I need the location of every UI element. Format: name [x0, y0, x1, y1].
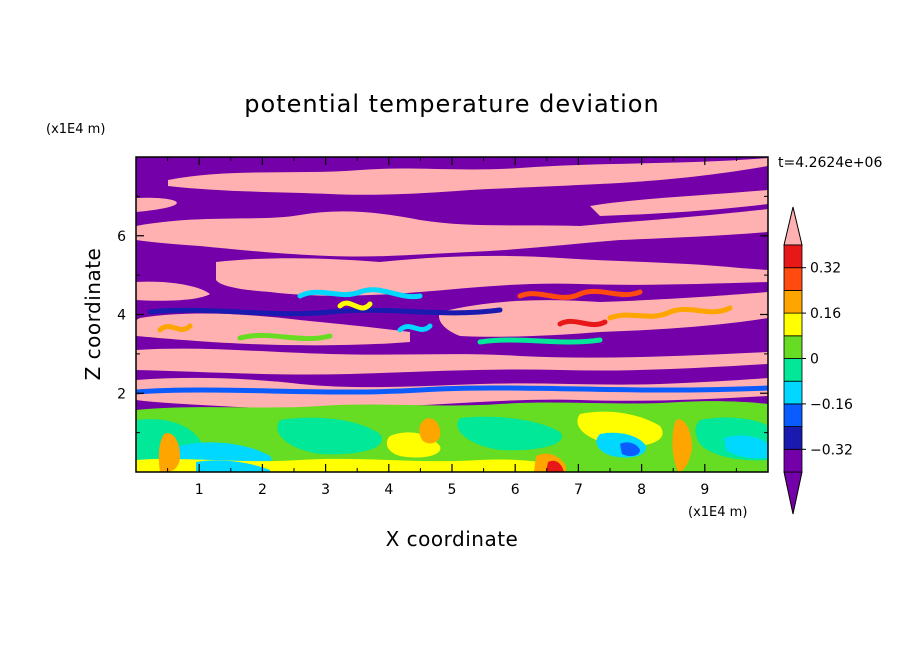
y-tick-label: 4 — [117, 308, 126, 324]
colorbar-label: 0.32 — [810, 261, 841, 277]
x-tick-label: 6 — [511, 482, 520, 498]
colorbar-label: 0 — [810, 352, 819, 368]
colorbar-swatch — [783, 267, 803, 291]
colorbar-swatch — [783, 448, 803, 473]
boundary-layer-cell — [277, 417, 382, 455]
y-tick-label: 6 — [117, 229, 126, 245]
x-axis: 1 2 3 4 5 6 7 8 9 — [167, 157, 737, 498]
field-band — [590, 190, 768, 216]
x-tick-label: 1 — [195, 482, 204, 498]
colorbar-swatch — [783, 358, 803, 382]
field-band — [136, 209, 768, 257]
colorbar-swatch — [783, 426, 803, 450]
colorbar-label: −0.32 — [810, 442, 853, 458]
colorbar-swatch — [783, 335, 803, 359]
field-band — [136, 348, 768, 375]
x-axis-label: X coordinate — [386, 527, 519, 551]
boundary-layer-cell — [196, 460, 270, 472]
x-tick-label: 7 — [574, 482, 583, 498]
x-axis-unit: (x1E4 m) — [688, 505, 747, 520]
colorbar-extend-min — [783, 471, 803, 515]
colorbar-swatch — [783, 289, 803, 314]
contour-field — [136, 157, 768, 472]
field-band — [438, 292, 768, 337]
colorbar: 0.32 0.16 0 −0.16 −0.32 — [783, 206, 853, 515]
time-label: t=4.2624e+06 — [778, 155, 882, 171]
field-band — [136, 281, 210, 301]
boundary-layer-cell — [724, 435, 768, 459]
x-tick-label: 9 — [700, 482, 709, 498]
field-band — [136, 197, 177, 212]
x-tick-label: 8 — [637, 482, 646, 498]
colorbar-swatch — [783, 244, 803, 269]
y-axis: 2 4 6 — [117, 195, 768, 434]
colorbar-swatch — [783, 403, 803, 427]
x-tick-label: 4 — [384, 482, 393, 498]
field-band — [168, 158, 768, 195]
x-tick-label: 5 — [448, 482, 457, 498]
boundary-layer-cell — [457, 416, 562, 451]
boundary-layer-cell — [620, 442, 640, 457]
boundary-layer-cell — [546, 460, 564, 472]
colorbar-swatch — [783, 380, 803, 405]
y-tick-label: 2 — [117, 386, 126, 402]
chart-title: potential temperature deviation — [244, 90, 659, 118]
field-band — [136, 377, 768, 409]
field-band — [216, 255, 768, 296]
boundary-layer-cell — [158, 433, 180, 472]
colorbar-extend-max — [783, 206, 803, 246]
z-axis-unit: (x1E4 m) — [46, 122, 105, 137]
boundary-layer-cell — [419, 418, 441, 444]
y-axis-label: Z coordinate — [81, 248, 105, 381]
x-tick-label: 2 — [258, 482, 267, 498]
colorbar-swatch — [783, 312, 803, 337]
boundary-layer-cell — [672, 419, 692, 472]
x-tick-label: 3 — [321, 482, 330, 498]
colorbar-label: −0.16 — [810, 397, 853, 413]
mixing-accents — [136, 287, 768, 395]
colorbar-label: 0.16 — [810, 306, 841, 322]
field-band — [136, 313, 410, 346]
